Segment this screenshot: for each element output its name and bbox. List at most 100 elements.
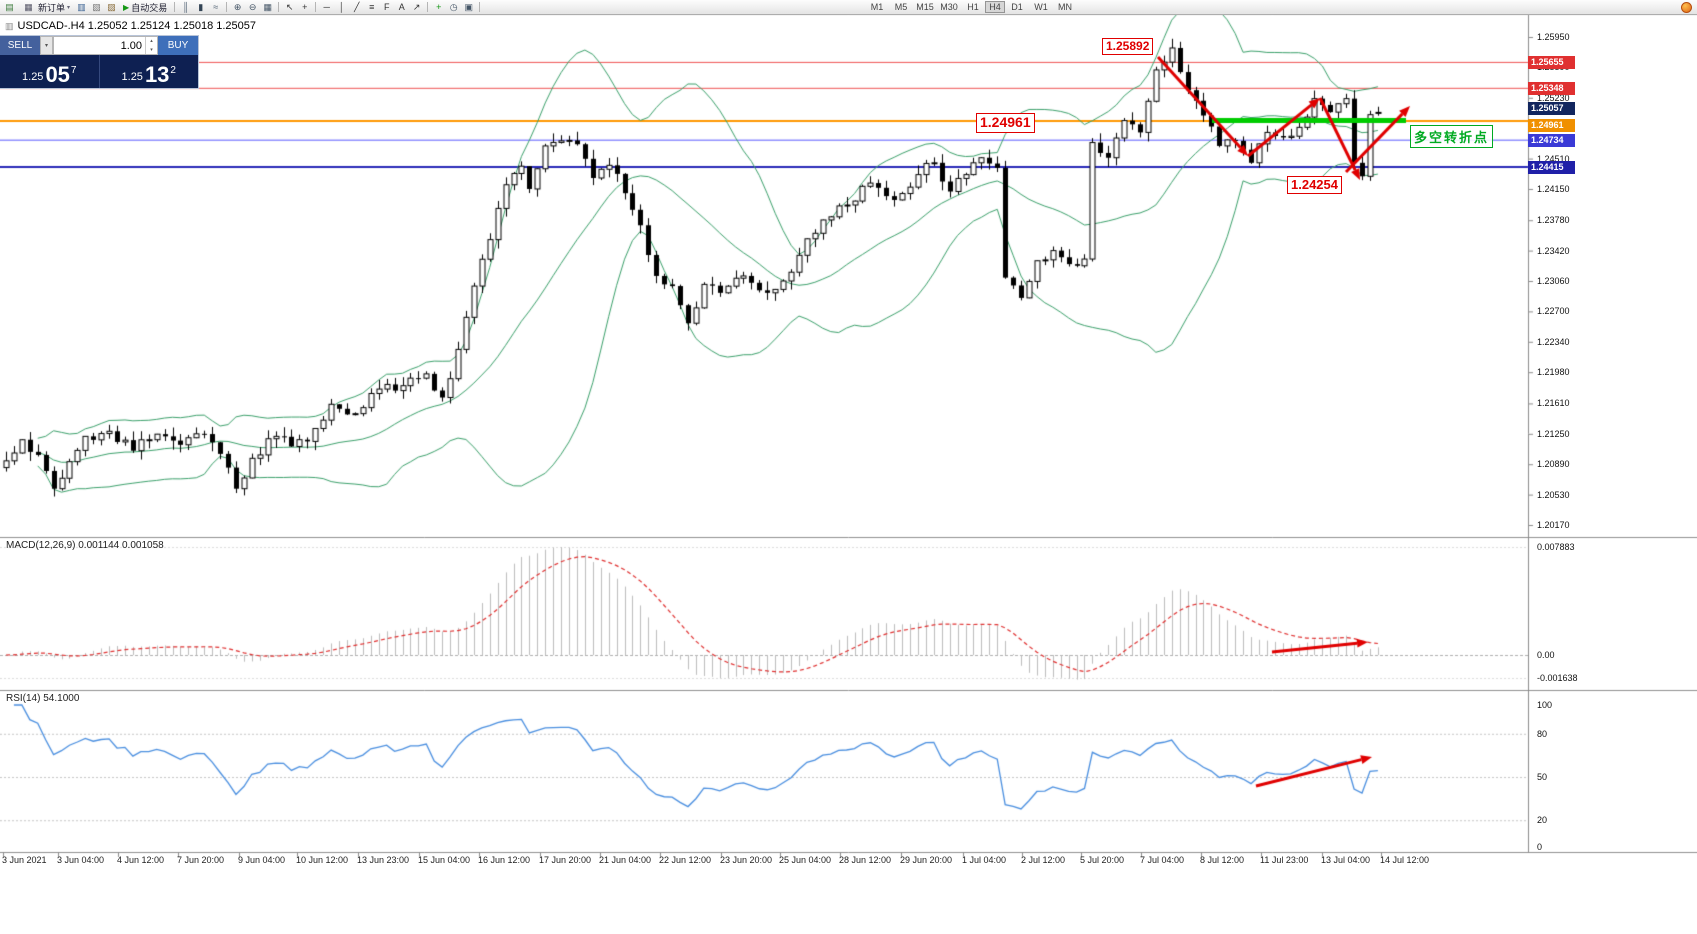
time-axis: 3 Jun 2021 3 Jun 04:00 4 Jun 12:00 7 Jun 20… <box>0 855 1697 867</box>
time-tick: 3 Jun 2021 <box>2 855 47 865</box>
equidistant-channel-icon[interactable]: ≡ <box>369 2 375 12</box>
price-annotation-box[interactable]: 1.24254 <box>1287 176 1342 195</box>
market-watch-icon[interactable]: ▥ <box>77 1 86 12</box>
chevron-down-icon: ▾ <box>67 4 71 11</box>
volume-input[interactable] <box>54 37 145 54</box>
price-tick: 1.21980 <box>1537 367 1570 378</box>
timeframe-button-m5[interactable]: M5 <box>894 2 908 12</box>
price-annotation-box[interactable]: 1.25892 <box>1102 38 1154 55</box>
indicators-add-icon[interactable]: + <box>436 2 442 12</box>
time-tick: 9 Jun 04:00 <box>238 855 286 865</box>
indicator-scale-tick: -0.001638 <box>1537 673 1578 683</box>
notification-icon[interactable] <box>1681 2 1692 13</box>
chart-ohlc-title: ▥ USDCAD-.H4 1.25052 1.25124 1.25018 1.2… <box>5 20 256 32</box>
time-tick: 13 Jun 23:00 <box>357 855 410 865</box>
time-tick: 11 Jul 23:00 <box>1260 855 1309 865</box>
period-clock-icon[interactable]: ◷ <box>449 1 458 12</box>
price-tick: 1.21610 <box>1537 398 1570 409</box>
time-tick: 2 Jul 12:00 <box>1021 855 1066 865</box>
price-tick: 1.24510 <box>1537 153 1570 164</box>
volume-dropdown-icon[interactable]: ▾ <box>40 36 53 55</box>
main-toolbar: ▤ ▦ 新订单 ▾ ▥ ▧ ▨ ▶ 自动交易 ║ ▮ ≈ ⊕ ⊖ ▦ ↖ + ─ │ ╱ ≡ F A ↗ + ◷ ▣ M1 M5 M15 M… <box>0 0 1697 15</box>
play-icon: ▶ <box>123 2 130 12</box>
sell-price-big: 05 <box>45 62 70 88</box>
timeframe-button-d1[interactable]: D1 <box>1011 2 1023 12</box>
zoom-out-icon[interactable]: ⊖ <box>248 1 257 12</box>
time-tick: 23 Jun 20:00 <box>720 855 773 865</box>
tile-windows-icon[interactable]: ▦ <box>263 1 272 12</box>
price-level-flag: 1.24961 <box>1528 118 1575 132</box>
timeframe-button-m30[interactable]: M30 <box>940 2 958 12</box>
time-tick: 3 Jun 04:00 <box>57 855 105 865</box>
toolbar-separator <box>174 2 176 12</box>
toolbar-separator <box>278 2 280 12</box>
arrow-object-icon[interactable]: ↗ <box>412 1 421 12</box>
sell-button[interactable]: SELL <box>0 36 40 55</box>
indicator-scale-tick: 80 <box>1537 729 1548 739</box>
volume-down-icon[interactable]: ▾ <box>150 46 153 53</box>
timeframe-button-h1[interactable]: H1 <box>967 2 979 12</box>
volume-up-icon[interactable]: ▴ <box>150 38 153 45</box>
fibonacci-icon[interactable]: F <box>383 2 390 12</box>
new-chart-icon[interactable]: ▤ <box>5 1 14 12</box>
price-tick: 1.22340 <box>1537 336 1570 347</box>
volume-stepper: ▴ ▾ <box>145 37 157 54</box>
rsi-indicator-label: RSI(14) 54.1000 <box>6 693 80 704</box>
sell-price-sup: 7 <box>70 65 77 76</box>
timeframe-button-h4[interactable]: H4 <box>985 1 1005 13</box>
buy-price-prefix: 1.25 <box>121 71 143 83</box>
zoom-in-icon[interactable]: ⊕ <box>233 1 242 12</box>
sell-price-panel[interactable]: 1.25 05 7 <box>0 55 100 88</box>
sell-price-prefix: 1.25 <box>22 71 44 83</box>
buy-button[interactable]: BUY <box>158 36 198 55</box>
text-label-icon[interactable]: A <box>398 2 405 12</box>
price-level-flag: 1.25348 <box>1528 81 1575 95</box>
time-tick: 4 Jun 12:00 <box>117 855 165 865</box>
new-order-button-icon: ▦ <box>24 1 33 12</box>
timeframe-button-m1[interactable]: M1 <box>870 2 884 12</box>
timeframe-button-mn[interactable]: MN <box>1058 2 1072 12</box>
price-tick: 1.24150 <box>1537 183 1570 194</box>
bar-chart-icon[interactable]: ║ <box>182 2 189 12</box>
crosshair-icon[interactable]: + <box>302 2 308 12</box>
buy-price-big: 13 <box>144 62 170 88</box>
buy-price-sup: 2 <box>170 65 176 76</box>
templates-icon[interactable]: ▣ <box>464 1 473 12</box>
time-tick: 1 Jul 04:00 <box>962 855 1007 865</box>
horizontal-line-icon[interactable]: ─ <box>323 2 330 12</box>
price-tick: 1.20890 <box>1537 459 1570 470</box>
indicator-scale-tick: 0.007883 <box>1537 542 1575 552</box>
trendline-icon[interactable]: ╱ <box>353 1 360 12</box>
indicator-scale-tick: 100 <box>1537 700 1553 710</box>
turning-point-label[interactable]: 多空转折点 <box>1410 125 1494 148</box>
volume-box: ▴ ▾ <box>53 36 158 55</box>
chart-icon: ▥ <box>5 20 14 31</box>
autotrade-button[interactable]: ▶ 自动交易 <box>119 1 171 13</box>
price-tick: 1.20170 <box>1537 520 1570 530</box>
data-window-icon[interactable]: ▧ <box>92 1 101 12</box>
new-order-button[interactable]: ▦ 新订单 ▾ <box>17 1 74 13</box>
timeframe-toolbar: M1 M5 M15 M30 H1 H4 D1 W1 MN <box>865 1 1077 13</box>
price-tick: 1.23060 <box>1537 276 1570 286</box>
price-tick: 1.23420 <box>1537 245 1570 256</box>
cursor-icon[interactable]: ↖ <box>285 1 294 12</box>
navigator-icon[interactable]: ▨ <box>107 1 116 12</box>
price-level-flag: 1.24415 <box>1528 160 1575 174</box>
timeframe-button-m15[interactable]: M15 <box>916 2 934 12</box>
new-order-button-label: 新订单 <box>38 2 66 13</box>
time-tick: 21 Jun 04:00 <box>599 855 652 865</box>
time-tick: 7 Jul 04:00 <box>1140 855 1185 865</box>
vertical-line-icon[interactable]: │ <box>338 2 345 12</box>
price-annotation-box[interactable]: 1.24961 <box>976 113 1035 133</box>
price-level-flag: 1.25057 <box>1528 102 1575 116</box>
candlestick-chart-icon[interactable]: ▮ <box>198 1 204 12</box>
time-tick: 29 Jun 20:00 <box>900 855 953 865</box>
line-chart-icon[interactable]: ≈ <box>213 2 219 12</box>
time-tick: 8 Jul 12:00 <box>1200 855 1245 865</box>
price-axis: 1.259501.255901.252301.248701.245101.241… <box>1528 0 1697 934</box>
buy-price-panel[interactable]: 1.25 13 2 <box>100 55 199 88</box>
timeframe-button-w1[interactable]: W1 <box>1034 2 1048 12</box>
toolbar-separator <box>427 2 429 12</box>
